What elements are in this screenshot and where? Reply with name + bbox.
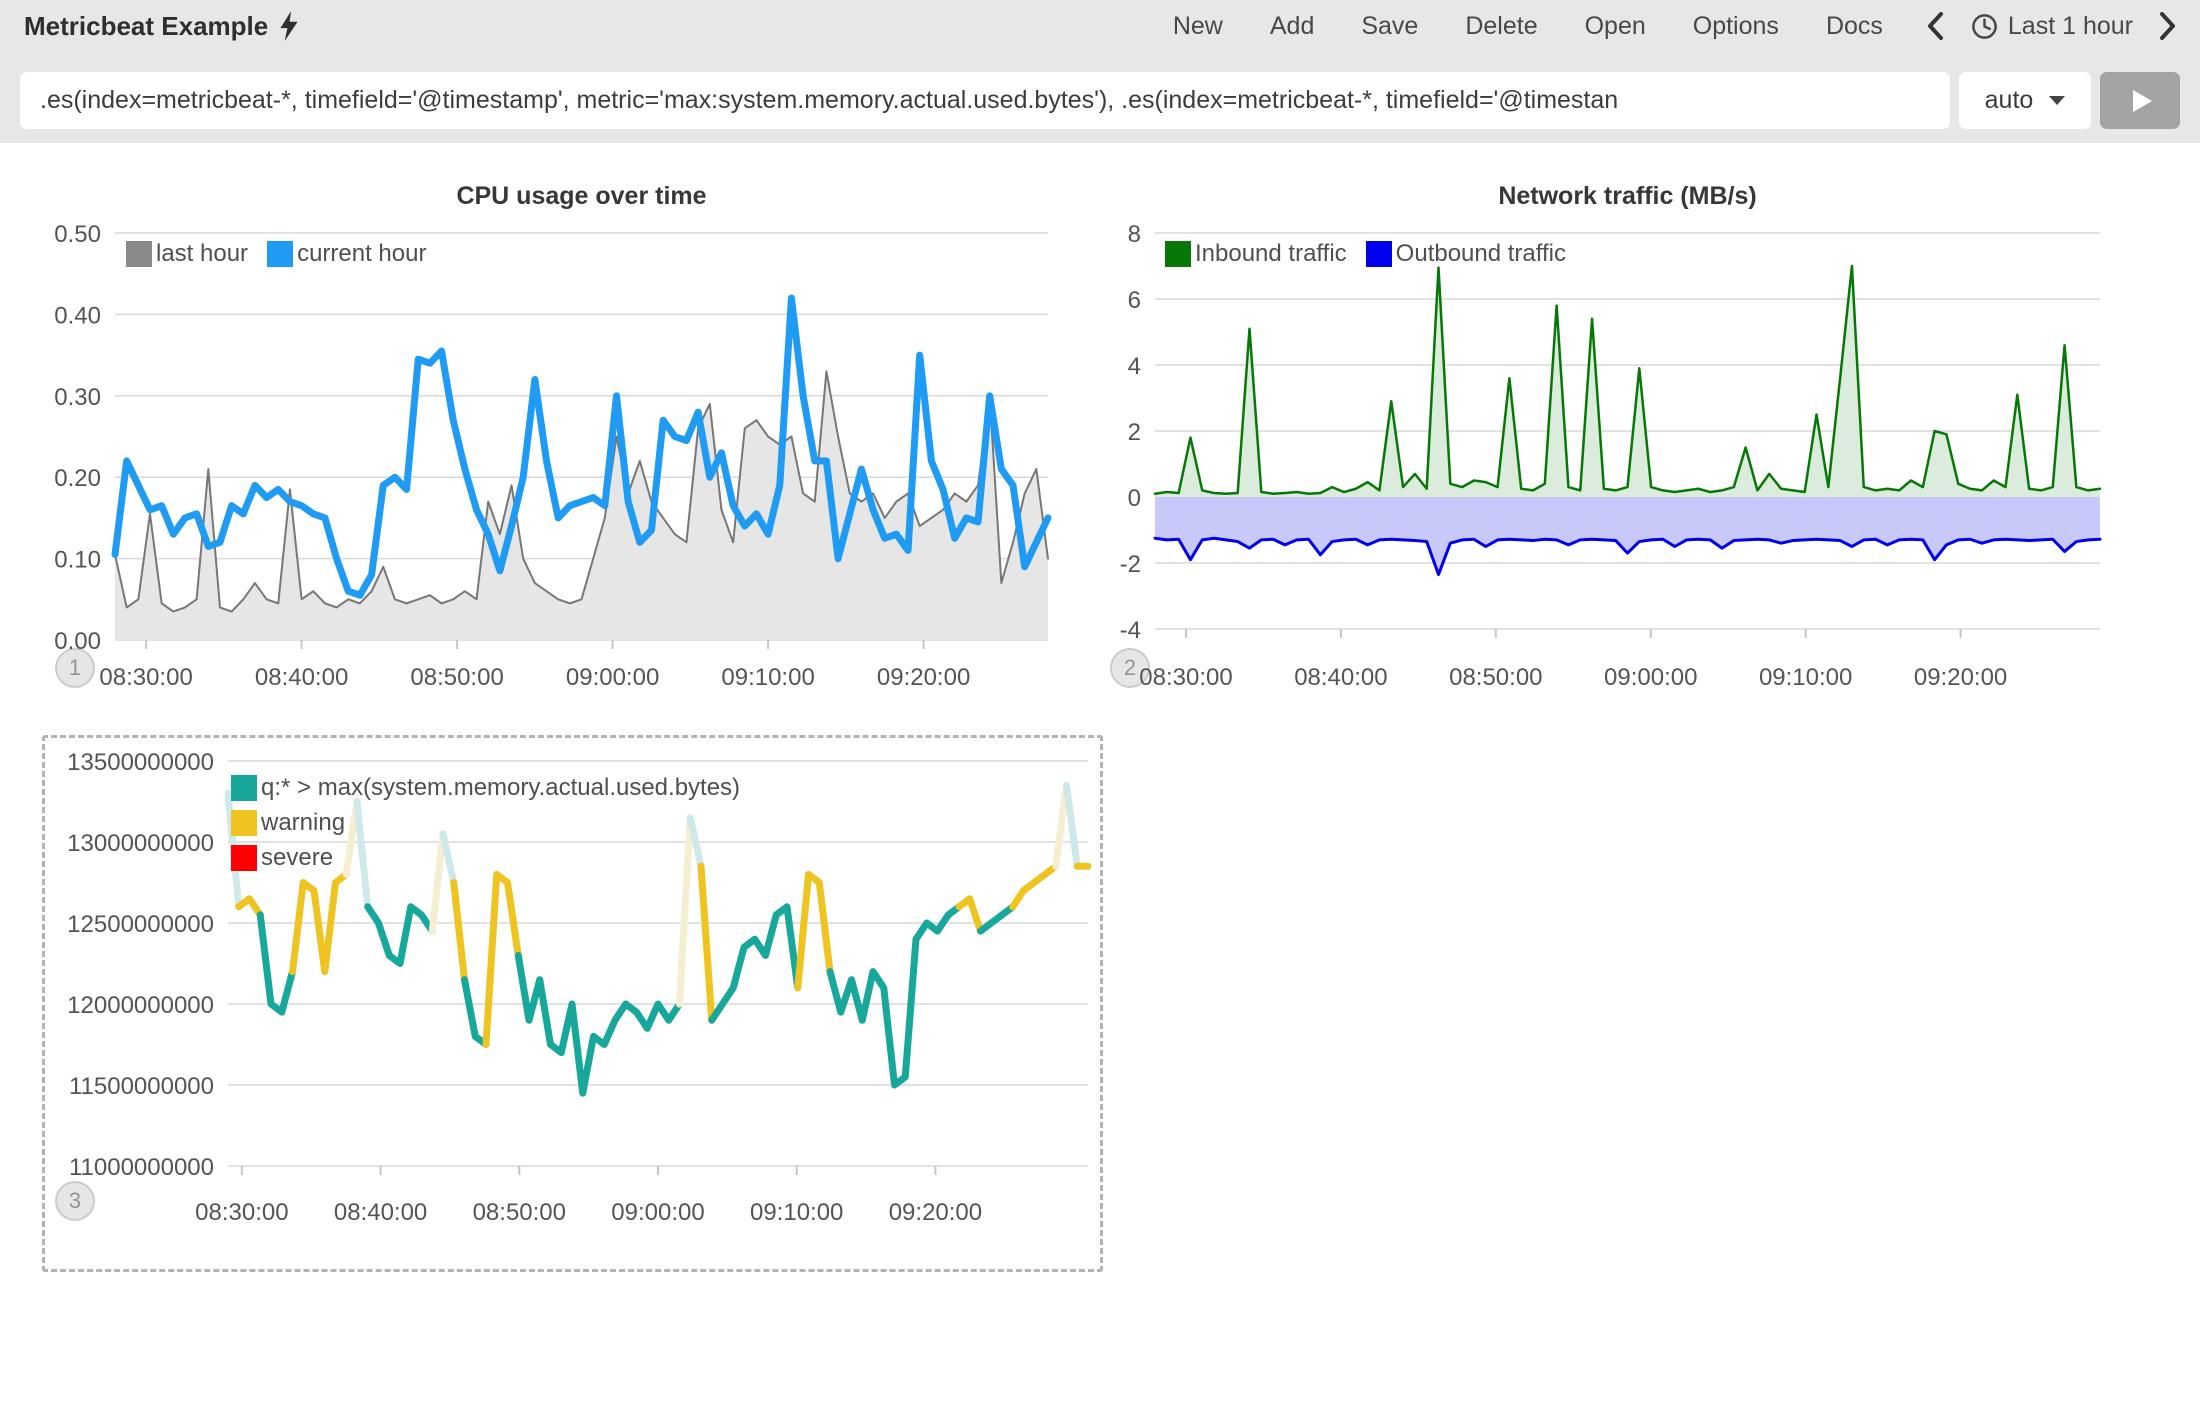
toolbar-item-add[interactable]: Add [1269,11,1315,40]
memory-legend: q:* > max(system.memory.actual.used.byte… [231,774,740,872]
interval-value: auto [1984,86,2034,114]
svg-text:12500000000: 12500000000 [67,911,214,938]
interval-select[interactable]: auto [1959,72,2091,129]
panel-number-badge: 3 [55,1181,95,1221]
panel-cpu-usage[interactable]: 1 0.50 0.40 0.30 0.20 0.10 0.00 08:30:00 08:40:… [30,150,1065,710]
panel-network-traffic[interactable]: 2 8 6 4 2 0 -2 -4 08:30:00 08:40:00 08:50:00 09:00… [1100,150,2135,710]
toolbar-item-new[interactable]: New [1172,11,1223,40]
chevron-down-icon [2049,96,2066,105]
legend-label: current hour [297,240,427,267]
play-icon [2132,89,2152,112]
panel-number-badge: 1 [55,648,95,688]
svg-text:08:30:00: 08:30:00 [195,1199,288,1226]
legend-label: Outbound traffic [1395,240,1567,267]
svg-text:6: 6 [1128,287,1141,314]
svg-text:09:00:00: 09:00:00 [566,664,659,691]
svg-text:0.30: 0.30 [54,384,101,411]
svg-text:09:10:00: 09:10:00 [1759,664,1852,691]
timelion-expression-input[interactable]: .es(index=metricbeat-*, timefield='@time… [20,72,1950,129]
legend-label: warning [261,809,346,836]
network-traffic-chart[interactable]: 8 6 4 2 0 -2 -4 08:30:00 08:40:00 08:50:00 09:00:0… [1100,150,2135,710]
svg-text:09:20:00: 09:20:00 [877,664,970,691]
top-navbar: Metricbeat Example New Add Save Delete O… [0,0,2200,52]
toolbar-item-docs[interactable]: Docs [1825,11,1883,40]
cpu-legend: last hour current hour [126,240,426,268]
svg-text:08:40:00: 08:40:00 [255,664,348,691]
query-row: .es(index=metricbeat-*, timefield='@time… [20,72,2180,129]
run-query-button[interactable] [2100,72,2180,129]
svg-text:09:20:00: 09:20:00 [1914,664,2007,691]
svg-text:0.50: 0.50 [54,221,101,248]
legend-swatch [231,845,257,871]
svg-text:08:40:00: 08:40:00 [1294,664,1387,691]
app-title: Metricbeat Example [24,11,300,42]
chart-title: CPU usage over time [456,182,707,210]
svg-text:08:50:00: 08:50:00 [410,664,503,691]
svg-text:08:30:00: 08:30:00 [1139,664,1232,691]
legend-swatch [126,241,152,267]
legend-swatch [231,775,257,801]
lightning-bolt-icon [278,11,300,41]
legend-item: current hour [267,240,426,268]
time-range-picker[interactable]: Last 1 hour [1970,12,2133,41]
svg-text:0.00: 0.00 [54,628,101,655]
legend-swatch [267,241,294,267]
legend-swatch [1365,241,1392,267]
svg-text:8: 8 [1128,221,1141,248]
svg-text:09:00:00: 09:00:00 [1604,664,1697,691]
svg-text:0: 0 [1128,485,1141,512]
legend-swatch [231,810,257,836]
clock-icon [1970,12,1999,41]
svg-text:0.40: 0.40 [54,302,101,329]
svg-text:09:10:00: 09:10:00 [750,1199,843,1226]
svg-text:13000000000: 13000000000 [67,830,214,857]
time-back-chevron-icon[interactable] [1927,12,1944,40]
svg-text:13500000000: 13500000000 [67,749,214,776]
panel-memory-used[interactable]: 3 13500000000 13000000000 12500000000 12000… [42,735,1103,1272]
memory-used-chart[interactable]: 13500000000 13000000000 12500000000 1200000… [45,738,1100,1269]
svg-text:-4: -4 [1120,617,1141,644]
legend-label: last hour [156,240,249,267]
toolbar-item-open[interactable]: Open [1584,11,1646,40]
svg-text:0.20: 0.20 [54,465,101,492]
svg-text:08:50:00: 08:50:00 [1449,664,1542,691]
svg-text:11500000000: 11500000000 [69,1073,214,1100]
panel-number-badge: 2 [1110,648,1150,688]
legend-item: q:* > max(system.memory.actual.used.byte… [231,774,740,802]
svg-text:09:00:00: 09:00:00 [611,1199,704,1226]
svg-text:11000000000: 11000000000 [69,1154,214,1181]
svg-text:12000000000: 12000000000 [67,992,214,1019]
app-title-text: Metricbeat Example [24,10,269,41]
svg-text:-2: -2 [1120,551,1141,578]
svg-text:09:10:00: 09:10:00 [721,664,814,691]
toolbar-item-options[interactable]: Options [1692,11,1779,40]
svg-text:08:50:00: 08:50:00 [473,1199,566,1226]
toolbar-item-delete[interactable]: Delete [1465,11,1538,40]
legend-item: Inbound traffic [1165,240,1347,268]
svg-text:0.10: 0.10 [54,547,101,574]
chart-title: Network traffic (MB/s) [1498,182,1757,210]
svg-text:09:20:00: 09:20:00 [889,1199,982,1226]
legend-label: q:* > max(system.memory.actual.used.byte… [261,774,741,801]
svg-text:08:40:00: 08:40:00 [334,1199,427,1226]
legend-swatch [1165,241,1191,267]
legend-item: Outbound traffic [1365,240,1567,268]
legend-label: severe [261,844,334,871]
toolbar-item-save[interactable]: Save [1361,11,1419,40]
time-forward-chevron-icon[interactable] [2159,12,2176,40]
toolbar-menu: New Add Save Delete Open Options Docs [1173,12,1883,41]
time-range-label: Last 1 hour [2007,11,2133,40]
legend-item: warning [231,809,345,837]
legend-label: Inbound traffic [1195,240,1347,267]
time-controls: Last 1 hour [1927,12,2176,41]
network-legend: Inbound traffic Outbound traffic [1165,240,1566,268]
top-header: Metricbeat Example New Add Save Delete O… [0,0,2200,143]
legend-item: severe [231,844,333,872]
svg-text:2: 2 [1128,419,1141,446]
legend-item: last hour [126,240,248,268]
cpu-usage-chart[interactable]: 0.50 0.40 0.30 0.20 0.10 0.00 08:30:00 08:40:00… [30,150,1065,710]
svg-text:08:30:00: 08:30:00 [99,664,192,691]
svg-text:4: 4 [1128,353,1141,380]
